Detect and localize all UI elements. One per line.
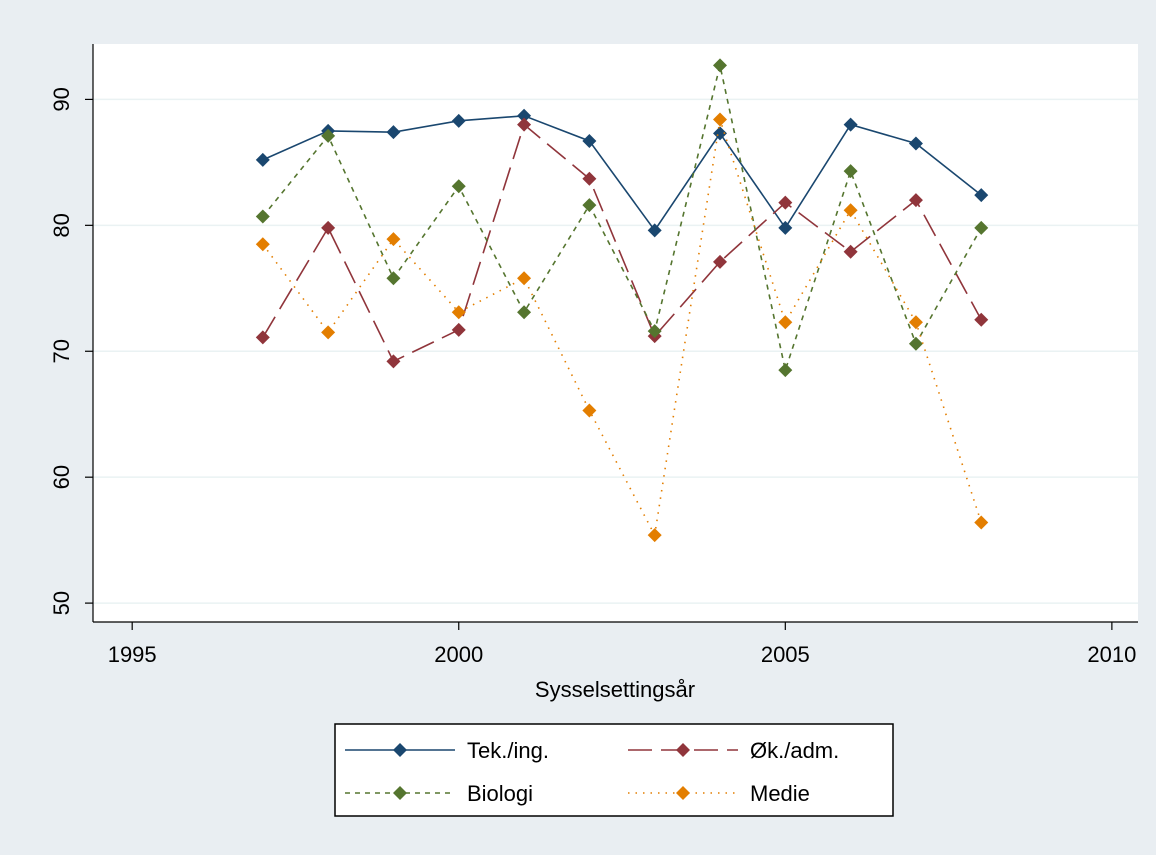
legend: Tek./ing. Øk./adm. Biologi Medie [334,723,894,817]
data-point [843,203,858,218]
x-axis-title: Sysselsettingsår [535,677,695,702]
data-point [647,223,662,238]
data-point [517,108,532,123]
legend-marker [393,786,407,800]
data-point [647,528,662,543]
data-point [713,254,727,269]
data-point [321,325,336,340]
x-tick-label: 2000 [434,642,483,667]
legend-label: Medie [750,781,810,806]
data-point [908,336,923,351]
legend-entry: Biologi [345,781,533,806]
data-point [778,195,793,210]
legend-marker [676,786,690,800]
data-point [517,271,532,286]
legend-entry: Tek./ing. [345,738,549,763]
data-point [713,58,727,73]
data-point [974,312,989,327]
x-tick-label: 2010 [1087,642,1136,667]
data-point [255,209,270,224]
data-point [321,220,336,235]
data-point [386,125,401,140]
legend-entry: Medie [628,781,810,806]
data-point [386,271,401,286]
data-point [778,315,793,330]
data-point [451,113,466,128]
data-point [713,112,727,127]
legend-label: Tek./ing. [467,738,549,763]
legend-label: Biologi [467,781,533,806]
y-tick-label: 50 [49,591,74,615]
data-point [908,315,923,330]
data-point [647,324,662,339]
data-point [321,128,336,143]
data-point [582,133,597,148]
data-point [843,117,858,132]
data-point [255,330,270,345]
legend-marker [676,743,690,757]
data-point [517,117,532,132]
data-point [582,198,597,213]
y-tick-label: 90 [49,87,74,111]
legend-box [334,723,894,817]
data-point [713,126,727,141]
y-tick-label: 60 [49,465,74,489]
data-point [582,171,597,186]
x-tick-label: 2005 [761,642,810,667]
series-line [262,114,982,232]
data-point [843,244,858,259]
data-point [974,515,989,530]
y-tick-label: 80 [49,213,74,237]
gridlines [93,98,1138,604]
x-tick-label: 1995 [108,642,157,667]
data-point [908,193,923,208]
data-point [778,220,793,235]
legend-label: Øk./adm. [750,738,839,763]
series-3 [255,58,989,378]
series-2 [255,117,989,369]
data-point [974,220,989,235]
series-line [262,65,982,374]
data-point [843,164,858,179]
data-point [255,152,270,167]
data-point [451,179,466,194]
data-point [451,305,466,320]
data-point [386,354,401,369]
data-point [778,363,793,378]
data-point [974,188,989,203]
y-tick-label: 70 [49,339,74,363]
series-line [262,123,982,363]
legend-marker [393,743,407,757]
data-point [451,322,466,337]
axes: 50 60 70 80 90 1995 2000 2005 2010 [49,44,1138,667]
data-point [386,232,401,247]
series-1 [255,108,989,238]
plot-area [93,44,1138,622]
data-point [255,237,270,252]
data-point [582,403,597,418]
legend-entry: Øk./adm. [628,738,839,763]
data-point [517,305,532,320]
data-point [908,136,923,151]
series-4 [255,112,989,543]
series-group [255,58,989,543]
